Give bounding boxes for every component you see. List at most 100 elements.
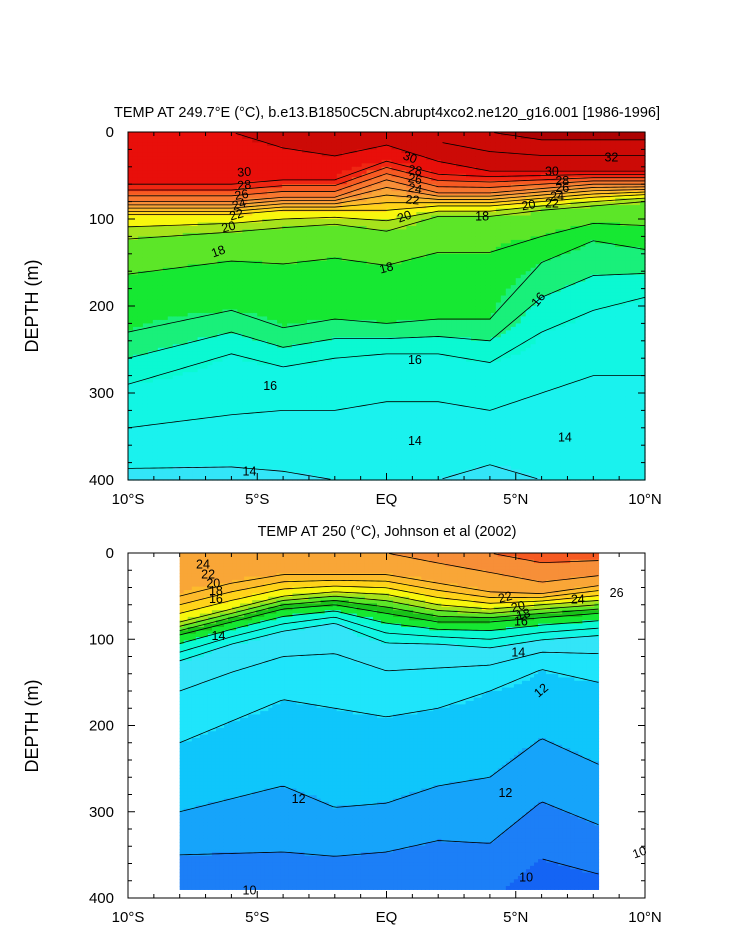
- field-cell: [277, 362, 283, 366]
- field-cell: [232, 386, 238, 390]
- field-cell: [362, 243, 368, 247]
- field-cell: [163, 153, 169, 157]
- field-cell: [252, 153, 258, 157]
- field-cell: [272, 181, 278, 185]
- field-cell: [357, 355, 363, 359]
- field-cell: [282, 264, 288, 268]
- field-cell: [357, 240, 363, 244]
- field-cell: [237, 428, 243, 432]
- field-cell: [227, 435, 233, 439]
- field-cell: [203, 386, 209, 390]
- field-cell: [267, 452, 273, 456]
- field-cell: [307, 449, 313, 453]
- field-cell: [168, 205, 174, 209]
- field-cell: [297, 414, 303, 418]
- field-cell: [148, 170, 154, 174]
- field-cell: [287, 149, 293, 153]
- field-cell: [277, 470, 283, 474]
- field-cell: [213, 160, 219, 164]
- field-cell: [158, 212, 164, 216]
- field-cell: [372, 452, 378, 456]
- field-cell: [337, 362, 343, 366]
- field-cell: [322, 459, 328, 463]
- field-cell: [158, 139, 164, 143]
- field-cell: [222, 407, 228, 411]
- field-cell: [232, 435, 238, 439]
- field-cell: [287, 334, 293, 338]
- field-cell: [307, 330, 313, 334]
- field-cell: [317, 299, 323, 303]
- field-cell: [217, 330, 223, 334]
- field-cell: [158, 456, 164, 460]
- field-cell: [222, 386, 228, 390]
- field-cell: [282, 222, 288, 226]
- field-cell: [198, 470, 204, 474]
- field-cell: [217, 149, 223, 153]
- field-cell: [148, 275, 154, 279]
- field-cell: [173, 414, 179, 418]
- field-cell: [168, 417, 174, 421]
- field-cell: [148, 139, 154, 143]
- field-cell: [362, 299, 368, 303]
- field-cell: [307, 396, 313, 400]
- field-cell: [337, 282, 343, 286]
- field-cell: [198, 191, 204, 195]
- field-cell: [242, 400, 248, 404]
- field-cell: [337, 132, 343, 136]
- field-cell: [173, 149, 179, 153]
- field-cell: [158, 289, 164, 293]
- field-cell: [307, 268, 313, 272]
- field-cell: [327, 254, 333, 258]
- field-cell: [193, 219, 199, 223]
- field-cell: [173, 445, 179, 449]
- field-cell: [148, 383, 154, 387]
- field-cell: [222, 184, 228, 188]
- field-cell: [292, 431, 298, 435]
- field-cell: [332, 316, 338, 320]
- field-cell: [173, 177, 179, 181]
- field-cell: [347, 216, 353, 220]
- field-cell: [203, 369, 209, 373]
- field-cell: [262, 365, 268, 369]
- field-cell: [257, 400, 263, 404]
- field-cell: [143, 383, 149, 387]
- field-cell: [133, 323, 139, 327]
- field-cell: [317, 344, 323, 348]
- field-cell: [302, 268, 308, 272]
- field-cell: [372, 421, 378, 425]
- field-cell: [168, 247, 174, 251]
- field-cell: [347, 142, 353, 146]
- field-cell: [257, 142, 263, 146]
- field-cell: [357, 396, 363, 400]
- field-cell: [332, 243, 338, 247]
- field-cell: [143, 177, 149, 181]
- field-cell: [148, 174, 154, 178]
- field-cell: [302, 296, 308, 300]
- field-cell: [188, 435, 194, 439]
- field-cell: [362, 327, 368, 331]
- field-cell: [217, 435, 223, 439]
- field-cell: [257, 160, 263, 164]
- field-cell: [347, 466, 353, 470]
- field-cell: [252, 327, 258, 331]
- field-cell: [277, 257, 283, 261]
- field-cell: [227, 292, 233, 296]
- field-cell: [173, 219, 179, 223]
- field-cell: [352, 243, 358, 247]
- field-cell: [188, 306, 194, 310]
- field-cell: [322, 254, 328, 258]
- field-cell: [222, 470, 228, 474]
- field-cell: [257, 449, 263, 453]
- field-cell: [208, 393, 214, 397]
- field-cell: [347, 473, 353, 477]
- field-cell: [163, 428, 169, 432]
- field-cell: [262, 449, 268, 453]
- field-cell: [208, 212, 214, 216]
- field-cell: [247, 299, 253, 303]
- field-cell: [277, 156, 283, 160]
- field-cell: [287, 243, 293, 247]
- field-cell: [287, 456, 293, 460]
- field-cell: [213, 341, 219, 345]
- field-cell: [237, 240, 243, 244]
- field-cell: [322, 348, 328, 352]
